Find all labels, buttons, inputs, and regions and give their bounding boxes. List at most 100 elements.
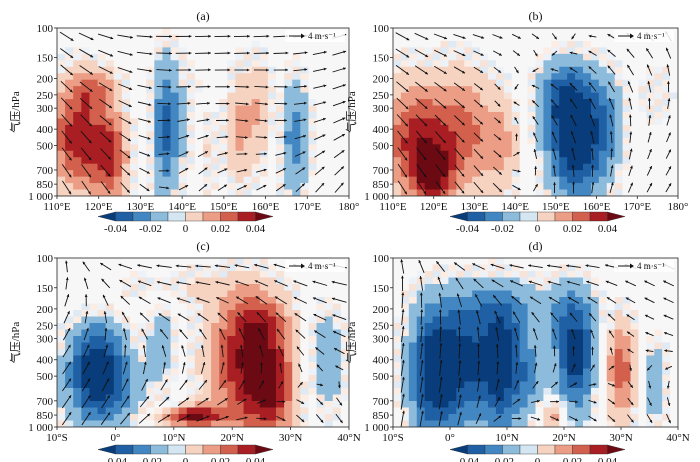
wind-arrowhead — [455, 277, 459, 281]
y-tick-label: 400 — [373, 355, 390, 367]
wind-arrowhead — [569, 83, 573, 86]
wind-arrowhead — [610, 148, 614, 151]
wind-arrowhead — [439, 326, 443, 329]
wind-arrowhead — [106, 378, 110, 382]
wind-arrowhead — [282, 184, 286, 187]
wind-arrowhead — [284, 102, 288, 106]
wind-arrowhead — [104, 327, 108, 331]
wind-arrowhead — [461, 88, 465, 91]
wind-arrowhead — [195, 281, 199, 284]
colorbar-tick-label: -0.02 — [491, 223, 514, 235]
wind-arrowhead — [245, 102, 249, 106]
wind-arrowhead — [313, 313, 317, 317]
wind-arrowhead — [424, 106, 428, 109]
wind-arrowhead — [169, 68, 172, 72]
wind-arrowhead — [461, 190, 465, 194]
wind-arrowhead — [129, 87, 133, 90]
wind-arrow — [416, 164, 427, 178]
wind-arrowhead — [87, 412, 91, 416]
wind-arrowhead — [65, 260, 68, 264]
wind-arrow — [80, 114, 93, 127]
wind-arrow — [136, 35, 153, 38]
wind-arrowhead — [282, 400, 286, 404]
y-tick-label: 150 — [37, 53, 54, 65]
wind-arrowhead — [496, 361, 500, 364]
wind-arrowhead — [646, 64, 650, 68]
wind-arrowhead — [322, 134, 326, 138]
y-tick-label: 700 — [37, 396, 54, 408]
wind-arrowhead — [457, 309, 461, 313]
wind-arrowhead — [478, 413, 482, 417]
wind-arrowhead — [510, 280, 514, 283]
wind-arrowhead — [207, 85, 211, 89]
x-tick-label: 0° — [110, 432, 120, 444]
wind-arrowhead — [532, 69, 536, 72]
wind-arrow — [397, 130, 408, 144]
wind-arrowhead — [443, 71, 447, 74]
wind-arrowhead — [630, 384, 633, 388]
wind-arrowhead — [342, 84, 346, 87]
wind-arrowhead — [479, 87, 483, 91]
wind-arrowhead — [264, 119, 268, 123]
wind-arrow — [117, 34, 133, 39]
wind-arrowhead — [106, 361, 109, 365]
colorbar-tick-label: 0.04 — [598, 456, 618, 462]
field-3 — [393, 258, 678, 427]
wind-arrowhead — [556, 418, 559, 421]
wind-arrowhead — [533, 149, 537, 152]
wind-arrowhead — [322, 150, 325, 154]
wind-arrow — [396, 114, 409, 127]
wind-arrow — [395, 65, 410, 75]
wind-arrowhead — [86, 344, 90, 348]
wind-arrowhead — [208, 51, 211, 55]
wind-arrowhead — [120, 295, 124, 299]
wind-arrowhead — [341, 150, 345, 153]
wind-arrowhead — [626, 48, 630, 52]
wind-arrowhead — [225, 135, 229, 139]
wind-arrowhead — [83, 277, 87, 281]
wind-arrowhead — [532, 100, 536, 104]
wind-arrowhead — [156, 280, 160, 284]
wind-arrowhead — [627, 81, 631, 85]
wind-arrowhead — [109, 88, 113, 91]
wind-arrowhead — [498, 415, 502, 419]
wind-arrowhead — [148, 120, 151, 123]
wind-arrowhead — [331, 280, 335, 284]
wind-arrowhead — [531, 84, 535, 88]
y-tick-label: 500 — [37, 140, 54, 152]
wind-arrowhead — [570, 114, 574, 118]
wind-arrowhead — [87, 378, 91, 382]
wind-arrowhead — [69, 106, 73, 110]
colorbar-2: -0.04 -0.02 0 0.02 0.04 — [97, 444, 274, 462]
colorbar-tick-label: 0.04 — [246, 223, 266, 235]
wind-arrowhead — [320, 402, 323, 405]
wind-arrowhead — [88, 191, 91, 195]
y-tick-label: 500 — [373, 140, 390, 152]
wind-arrowhead — [266, 51, 269, 55]
x-tick-label: 40°N — [337, 432, 360, 444]
wind-arrowhead — [302, 151, 306, 154]
wind-arrowhead — [186, 118, 190, 122]
wind-arrowhead — [149, 69, 153, 73]
wind-vectors-3 — [400, 259, 675, 427]
x-tick-label: 180° — [339, 201, 360, 213]
wind-arrowhead — [574, 382, 578, 386]
wind-arrowhead — [588, 50, 592, 54]
wind-arrowhead — [591, 181, 595, 185]
wind-arrowhead — [566, 280, 570, 284]
wind-arrowhead — [629, 148, 633, 152]
y-tick-label: 100 — [373, 253, 390, 265]
wind-arrowhead — [649, 419, 653, 423]
wind-arrowhead — [208, 34, 211, 38]
wind-arrowhead — [166, 186, 170, 190]
wind-arrowhead — [204, 184, 208, 187]
y-tick-label: 1 000 — [28, 191, 53, 203]
wind-arrowhead — [204, 380, 207, 383]
wind-arrowhead — [332, 297, 335, 301]
wind-arrow — [60, 48, 74, 59]
wind-arrowhead — [630, 165, 633, 169]
wind-arrowhead — [571, 164, 575, 168]
wind-arrowhead — [476, 310, 479, 314]
wind-arrowhead — [298, 363, 301, 367]
wind-arrowhead — [552, 165, 556, 168]
